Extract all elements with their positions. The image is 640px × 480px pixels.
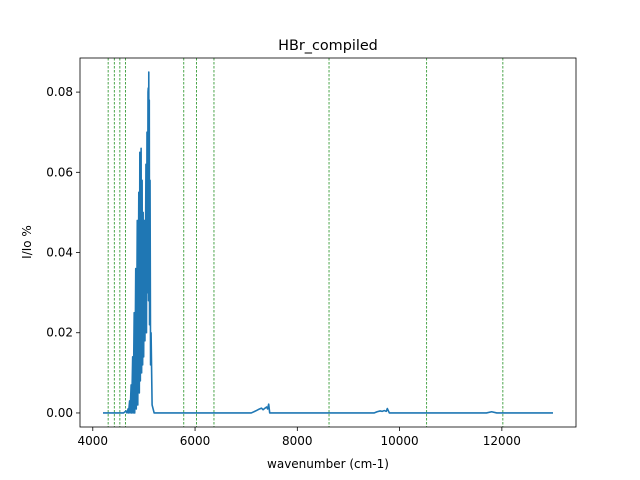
chart-title: HBr_compiled — [278, 38, 378, 54]
y-tick-label: 0.02 — [46, 326, 73, 340]
x-axis-title: wavenumber (cm-1) — [267, 457, 389, 471]
x-axis: 4000 6000 8000 10000 12000 — [78, 427, 521, 448]
spectrum-series-line-0 — [103, 71, 553, 414]
y-axis: 0.00 0.02 0.04 0.06 0.08 — [46, 85, 80, 420]
y-axis-title: I/Io % — [20, 225, 34, 259]
x-tick-label: 4000 — [78, 434, 109, 448]
y-tick-label: 0.04 — [46, 246, 73, 260]
plot-area — [103, 58, 553, 427]
y-tick-label: 0.00 — [46, 406, 73, 420]
x-tick-label: 8000 — [282, 434, 313, 448]
x-tick-label: 10000 — [380, 434, 418, 448]
plot-frame — [79, 57, 577, 428]
x-tick-label: 12000 — [483, 434, 521, 448]
y-tick-label: 0.08 — [46, 85, 73, 99]
y-tick-label: 0.06 — [46, 165, 73, 179]
x-tick-label: 6000 — [180, 434, 211, 448]
